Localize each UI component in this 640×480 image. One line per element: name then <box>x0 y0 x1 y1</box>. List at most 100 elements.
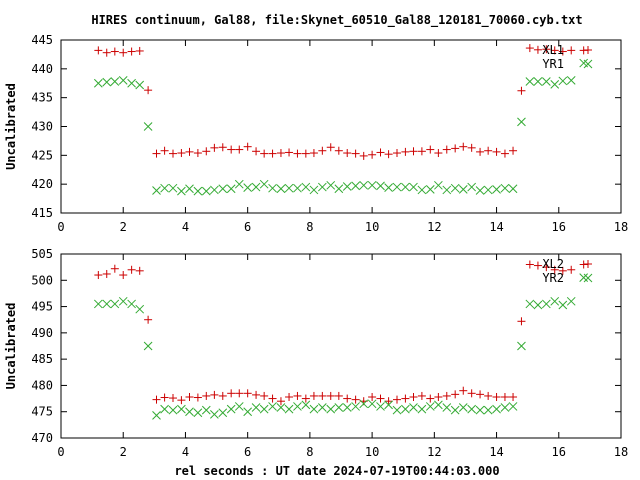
x-tick-label: 0 <box>57 220 64 234</box>
data-point <box>517 117 526 127</box>
y-tick-label: 475 <box>31 405 53 419</box>
data-point <box>409 403 418 412</box>
legend-marker <box>583 273 593 283</box>
data-point <box>135 80 145 90</box>
data-point <box>309 149 318 158</box>
x-tick-label: 16 <box>552 445 566 459</box>
data-point <box>93 78 103 88</box>
y-tick-label: 425 <box>31 148 53 162</box>
data-point <box>525 299 535 309</box>
data-point <box>168 405 178 415</box>
data-point <box>102 77 112 87</box>
data-point <box>509 146 518 155</box>
data-point <box>476 390 485 399</box>
data-point <box>94 46 103 55</box>
data-point <box>533 45 542 54</box>
data-point <box>185 184 194 194</box>
x-tick-label: 2 <box>120 220 127 234</box>
data-point <box>359 399 369 409</box>
y-tick-label: 430 <box>31 120 53 134</box>
data-point <box>143 122 153 131</box>
x-tick-label: 12 <box>427 445 441 459</box>
data-point <box>525 77 535 86</box>
data-point <box>293 391 302 400</box>
data-point <box>376 402 385 411</box>
data-point <box>500 149 509 158</box>
x-axis-label: rel seconds : UT date 2024-07-19T00:44:0… <box>174 464 499 478</box>
data-point <box>301 394 310 403</box>
data-point <box>367 399 377 409</box>
data-point <box>567 265 576 274</box>
data-point <box>218 143 227 152</box>
data-point <box>94 271 103 280</box>
data-point <box>384 400 393 410</box>
legend-label: YR2 <box>542 271 564 285</box>
data-point <box>259 179 269 189</box>
data-point <box>218 184 228 194</box>
data-point <box>193 186 203 196</box>
data-point <box>492 185 501 194</box>
data-point <box>110 47 119 56</box>
data-point <box>144 86 153 95</box>
data-point <box>401 182 410 192</box>
data-point <box>110 77 120 86</box>
data-point <box>342 182 352 191</box>
data-point <box>177 404 186 414</box>
data-point <box>517 317 526 326</box>
data-point <box>384 397 393 406</box>
data-point <box>301 400 311 410</box>
data-point <box>168 183 178 193</box>
data-point <box>467 404 477 414</box>
data-point <box>235 389 244 398</box>
data-point <box>118 296 128 306</box>
data-point <box>359 180 369 190</box>
data-point <box>218 408 228 418</box>
data-point <box>425 402 435 411</box>
data-point <box>317 182 327 192</box>
data-point <box>285 148 294 157</box>
data-point <box>566 76 576 85</box>
data-point <box>376 394 385 403</box>
x-tick-label: 4 <box>182 220 189 234</box>
data-point <box>326 391 335 400</box>
data-point <box>550 80 560 89</box>
y-axis-label: Uncalibrated <box>4 303 18 390</box>
data-point <box>450 183 460 193</box>
data-point <box>276 397 285 406</box>
data-point <box>434 149 443 158</box>
data-point <box>558 47 567 56</box>
data-point <box>393 395 401 404</box>
data-point <box>127 78 136 88</box>
y-tick-label: 480 <box>31 378 53 392</box>
data-point <box>550 296 560 306</box>
data-point <box>359 151 368 160</box>
data-point <box>558 266 567 275</box>
data-point <box>409 147 418 156</box>
data-point <box>326 404 336 414</box>
panel-1: 415 420 425 430 435 440 445 0 2 4 6 8 10 12 14 16 18 Unca… <box>4 33 628 234</box>
data-point <box>152 186 161 195</box>
y-tick-label: 505 <box>31 247 53 261</box>
data-point <box>384 183 393 192</box>
data-point <box>343 394 352 403</box>
data-point <box>102 48 111 57</box>
data-point <box>541 299 551 309</box>
data-point <box>458 403 468 412</box>
data-point <box>334 146 343 155</box>
data-point <box>202 391 211 400</box>
data-point <box>426 145 435 154</box>
data-point <box>152 411 161 420</box>
data-point <box>566 296 576 306</box>
data-point <box>392 405 402 415</box>
data-point <box>368 150 377 159</box>
data-point <box>260 149 269 158</box>
data-point <box>550 265 559 274</box>
data-point <box>434 392 443 401</box>
data-point <box>201 186 211 196</box>
legend-marker <box>583 59 593 69</box>
data-point <box>160 404 169 414</box>
series-XL1 <box>94 44 588 160</box>
data-point <box>268 149 277 158</box>
data-point <box>459 386 468 395</box>
data-point <box>508 184 518 194</box>
